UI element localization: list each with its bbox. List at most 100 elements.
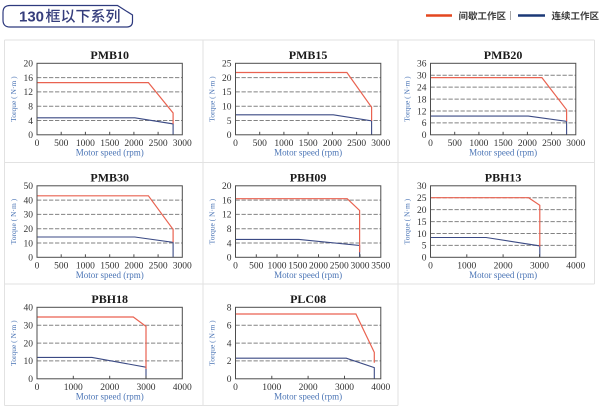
svg-text:30: 30: [417, 72, 427, 82]
svg-text:5: 5: [422, 242, 427, 252]
svg-text:2000: 2000: [518, 139, 537, 149]
svg-text:0: 0: [227, 131, 232, 141]
svg-text:2000: 2000: [100, 383, 119, 393]
svg-text:0: 0: [28, 254, 33, 264]
svg-text:8: 8: [227, 304, 232, 314]
svg-text:3000: 3000: [173, 139, 192, 149]
svg-text:3500: 3500: [371, 261, 390, 271]
svg-text:PMB15: PMB15: [289, 48, 328, 62]
svg-text:4: 4: [227, 339, 232, 349]
svg-text:Torque ( N·m ): Torque ( N·m ): [403, 198, 412, 244]
svg-text:PMB30: PMB30: [90, 170, 129, 184]
svg-text:40: 40: [24, 304, 34, 314]
svg-text:12: 12: [222, 211, 232, 221]
svg-text:0: 0: [227, 375, 232, 385]
svg-text:10: 10: [222, 103, 232, 113]
svg-text:500: 500: [54, 139, 69, 149]
svg-text:16: 16: [24, 74, 34, 84]
svg-text:2500: 2500: [149, 139, 168, 149]
svg-text:3000: 3000: [335, 383, 354, 393]
svg-text:20: 20: [24, 225, 34, 235]
svg-text:2000: 2000: [124, 139, 143, 149]
svg-text:1000: 1000: [76, 261, 95, 271]
svg-text:30: 30: [24, 322, 34, 332]
svg-text:0: 0: [428, 139, 433, 149]
svg-text:40: 40: [24, 196, 34, 206]
svg-text:Motor speed (rpm): Motor speed (rpm): [469, 147, 537, 157]
svg-text:0: 0: [28, 375, 33, 385]
svg-text:1000: 1000: [262, 383, 281, 393]
svg-text:2000: 2000: [309, 261, 328, 271]
svg-text:1000: 1000: [64, 383, 83, 393]
svg-text:4000: 4000: [371, 383, 390, 393]
svg-text:Torque ( N·m ): Torque ( N·m ): [9, 198, 18, 244]
svg-text:PLC08: PLC08: [290, 292, 326, 306]
svg-text:25: 25: [222, 60, 232, 70]
svg-text:8: 8: [227, 225, 232, 235]
svg-text:2000: 2000: [323, 139, 342, 149]
svg-text:6: 6: [422, 119, 427, 129]
svg-text:0: 0: [233, 261, 238, 271]
svg-text:20: 20: [24, 60, 34, 70]
svg-text:0: 0: [428, 261, 433, 271]
svg-text:8: 8: [28, 103, 33, 113]
svg-text:0: 0: [422, 254, 427, 264]
svg-text:30: 30: [417, 182, 427, 192]
svg-text:1500: 1500: [494, 139, 513, 149]
svg-text:2000: 2000: [299, 383, 318, 393]
svg-text:20: 20: [222, 74, 232, 84]
svg-text:Torque ( N·m ): Torque ( N·m ): [208, 76, 217, 122]
svg-text:2500: 2500: [542, 139, 561, 149]
svg-text:2000: 2000: [124, 261, 143, 271]
svg-text:15: 15: [417, 218, 427, 228]
svg-text:1500: 1500: [100, 139, 119, 149]
svg-text:Motor speed (rpm): Motor speed (rpm): [274, 270, 342, 280]
svg-text:3000: 3000: [173, 261, 192, 271]
svg-text:4000: 4000: [173, 383, 192, 393]
svg-text:2000: 2000: [494, 261, 513, 271]
svg-text:Torque ( N·m ): Torque ( N·m ): [403, 76, 412, 122]
svg-text:3000: 3000: [530, 261, 549, 271]
svg-text:20: 20: [24, 339, 34, 349]
svg-text:0: 0: [35, 139, 40, 149]
svg-text:1500: 1500: [288, 261, 307, 271]
svg-text:0: 0: [35, 383, 40, 393]
svg-text:3000: 3000: [351, 261, 370, 271]
svg-text:500: 500: [54, 261, 69, 271]
svg-text:1000: 1000: [76, 139, 95, 149]
svg-text:500: 500: [448, 139, 463, 149]
svg-text:500: 500: [253, 139, 268, 149]
svg-text:24: 24: [417, 83, 427, 93]
svg-text:0: 0: [233, 383, 238, 393]
svg-text:12: 12: [417, 107, 427, 117]
svg-text:130: 130: [19, 9, 44, 26]
svg-text:10: 10: [24, 357, 34, 367]
svg-text:Torque ( N·m ): Torque ( N·m ): [208, 320, 217, 366]
svg-text:12: 12: [24, 88, 34, 98]
svg-text:3000: 3000: [566, 139, 585, 149]
svg-text:4: 4: [28, 117, 33, 127]
svg-text:3000: 3000: [137, 383, 156, 393]
svg-text:10: 10: [417, 230, 427, 240]
svg-text:500: 500: [249, 261, 264, 271]
svg-text:4000: 4000: [566, 261, 585, 271]
svg-text:Motor speed (rpm): Motor speed (rpm): [76, 147, 144, 157]
svg-text:Motor speed (rpm): Motor speed (rpm): [274, 147, 342, 157]
svg-text:16: 16: [222, 196, 232, 206]
svg-text:1000: 1000: [469, 139, 488, 149]
svg-text:PBH09: PBH09: [290, 170, 327, 184]
svg-text:1000: 1000: [268, 261, 287, 271]
svg-text:0: 0: [35, 261, 40, 271]
svg-text:1500: 1500: [299, 139, 318, 149]
svg-text:2: 2: [227, 357, 232, 367]
svg-text:Motor speed (rpm): Motor speed (rpm): [274, 391, 342, 401]
svg-text:6: 6: [227, 322, 232, 332]
svg-text:PMB20: PMB20: [484, 48, 523, 62]
svg-text:0: 0: [227, 254, 232, 264]
svg-text:2500: 2500: [149, 261, 168, 271]
svg-text:Torque ( N·m ): Torque ( N·m ): [9, 320, 18, 366]
svg-text:15: 15: [222, 88, 232, 98]
svg-text:50: 50: [24, 182, 34, 192]
svg-text:20: 20: [417, 206, 427, 216]
svg-text:18: 18: [417, 95, 427, 105]
